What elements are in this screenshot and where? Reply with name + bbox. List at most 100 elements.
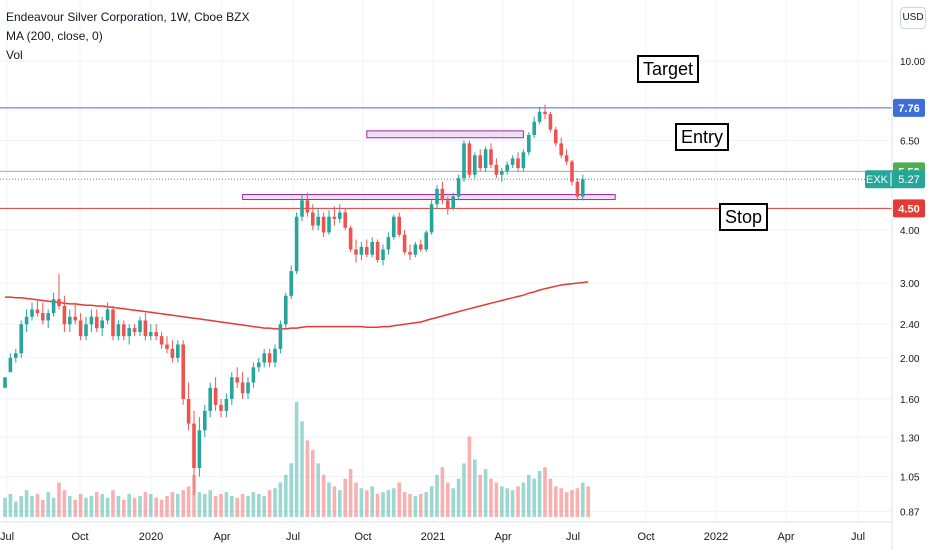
volume-bar	[327, 482, 331, 517]
candle-body	[24, 316, 29, 325]
volume-bar	[208, 490, 212, 517]
candle-body	[159, 336, 164, 345]
volume-bar	[554, 486, 558, 517]
volume-bar	[402, 492, 407, 517]
volume-bar	[521, 482, 526, 517]
candle-body	[381, 249, 385, 261]
candle-body	[230, 377, 234, 399]
candle-body	[284, 295, 288, 325]
candle-body	[332, 216, 337, 219]
price-zone	[366, 130, 524, 139]
stop-annotation: Stop	[719, 203, 769, 231]
candle-body	[224, 398, 229, 411]
volume-bar	[300, 421, 304, 517]
volume-bar	[89, 495, 94, 517]
level-lines	[0, 107, 892, 209]
volume-bar	[316, 463, 320, 517]
candle-body	[240, 382, 245, 394]
volume-bar	[14, 501, 18, 517]
target-annotation: Target	[637, 55, 700, 83]
candle-body	[510, 158, 515, 165]
volume-bar	[165, 495, 169, 517]
candle-body	[429, 204, 434, 233]
candle-body	[402, 234, 407, 253]
volume-bar	[413, 495, 418, 517]
volume-bar	[424, 492, 428, 517]
ma-legend[interactable]: MA (200, close, 0)	[6, 29, 103, 43]
volume-bar	[575, 488, 580, 517]
candle-body	[548, 114, 553, 130]
volume-bar	[78, 494, 83, 517]
volume-bar	[51, 497, 56, 517]
currency-label[interactable]: USD	[900, 7, 926, 29]
candle-body	[408, 252, 412, 255]
volume-bar	[559, 488, 563, 517]
volume-bar	[505, 488, 509, 517]
y-tick-label: 0.87	[900, 507, 920, 518]
volume-bar	[68, 495, 72, 517]
x-tick-label: Oct	[637, 531, 654, 543]
volume-bar	[537, 471, 542, 517]
candle-body	[532, 121, 536, 135]
y-axis-ticks: 10.00 6.50 4.00 3.00 2.40 2.00 1.60 1.30 1.05 0.8…	[900, 57, 925, 518]
volume-bar	[8, 494, 13, 517]
volume-bar	[219, 494, 223, 517]
volume-bar	[143, 492, 148, 517]
entry-annotation: Entry	[675, 123, 730, 151]
volume-bar	[149, 494, 153, 517]
candle-body	[294, 216, 299, 272]
target-price-label: 7.76	[898, 103, 919, 115]
volume-bar	[332, 486, 337, 517]
candle-body	[311, 212, 315, 226]
x-tick-label: Apr	[213, 531, 230, 543]
candle-body	[316, 216, 320, 226]
volume-bar	[375, 494, 380, 517]
candle-body	[348, 227, 353, 250]
candle-body	[176, 344, 180, 358]
candle-body	[505, 164, 509, 172]
candle-body	[467, 143, 472, 175]
volume-bar	[62, 490, 67, 517]
volume-bar	[467, 436, 472, 517]
volume-bar	[381, 492, 385, 517]
y-tick-label: 3.00	[900, 279, 920, 290]
candle-body	[95, 316, 99, 329]
last-price-tag	[865, 170, 925, 189]
volume-bar	[197, 492, 202, 517]
y-tick-label: 1.30	[900, 433, 920, 444]
x-tick-label: Oct	[354, 531, 371, 543]
volume-bar	[462, 463, 466, 517]
x-tick-label: Oct	[71, 531, 88, 543]
candle-body	[537, 111, 542, 122]
volume-bar	[267, 490, 272, 517]
volume-bar	[456, 478, 461, 517]
candle-body	[116, 324, 121, 337]
candle-body	[246, 382, 250, 394]
candle-body	[132, 328, 137, 333]
volume-bar	[192, 474, 196, 517]
candle-body	[354, 249, 358, 255]
volume-bar	[548, 478, 553, 517]
volume-bar	[343, 478, 347, 517]
candle-body	[375, 241, 380, 261]
volume-bar	[116, 495, 121, 517]
volume-bar	[284, 474, 288, 517]
volume-bar	[273, 488, 277, 517]
moving-average-line	[5, 281, 589, 330]
stop-price-label: 4.50	[898, 203, 919, 215]
grid	[0, 0, 892, 522]
candle-body	[105, 309, 110, 321]
volume-bar	[478, 474, 482, 517]
candle-body	[321, 216, 326, 233]
candle-body	[327, 216, 331, 233]
volume-bar	[3, 497, 7, 517]
vol-legend[interactable]: Vol	[6, 48, 23, 62]
candle-body	[35, 309, 40, 314]
volume-bar	[230, 495, 234, 517]
candle-body	[300, 200, 304, 217]
volume-bar	[73, 499, 77, 517]
candle-body	[186, 398, 191, 424]
x-tick-label: Jul	[566, 531, 580, 543]
candle-body	[359, 246, 364, 255]
candle-body	[289, 271, 293, 296]
